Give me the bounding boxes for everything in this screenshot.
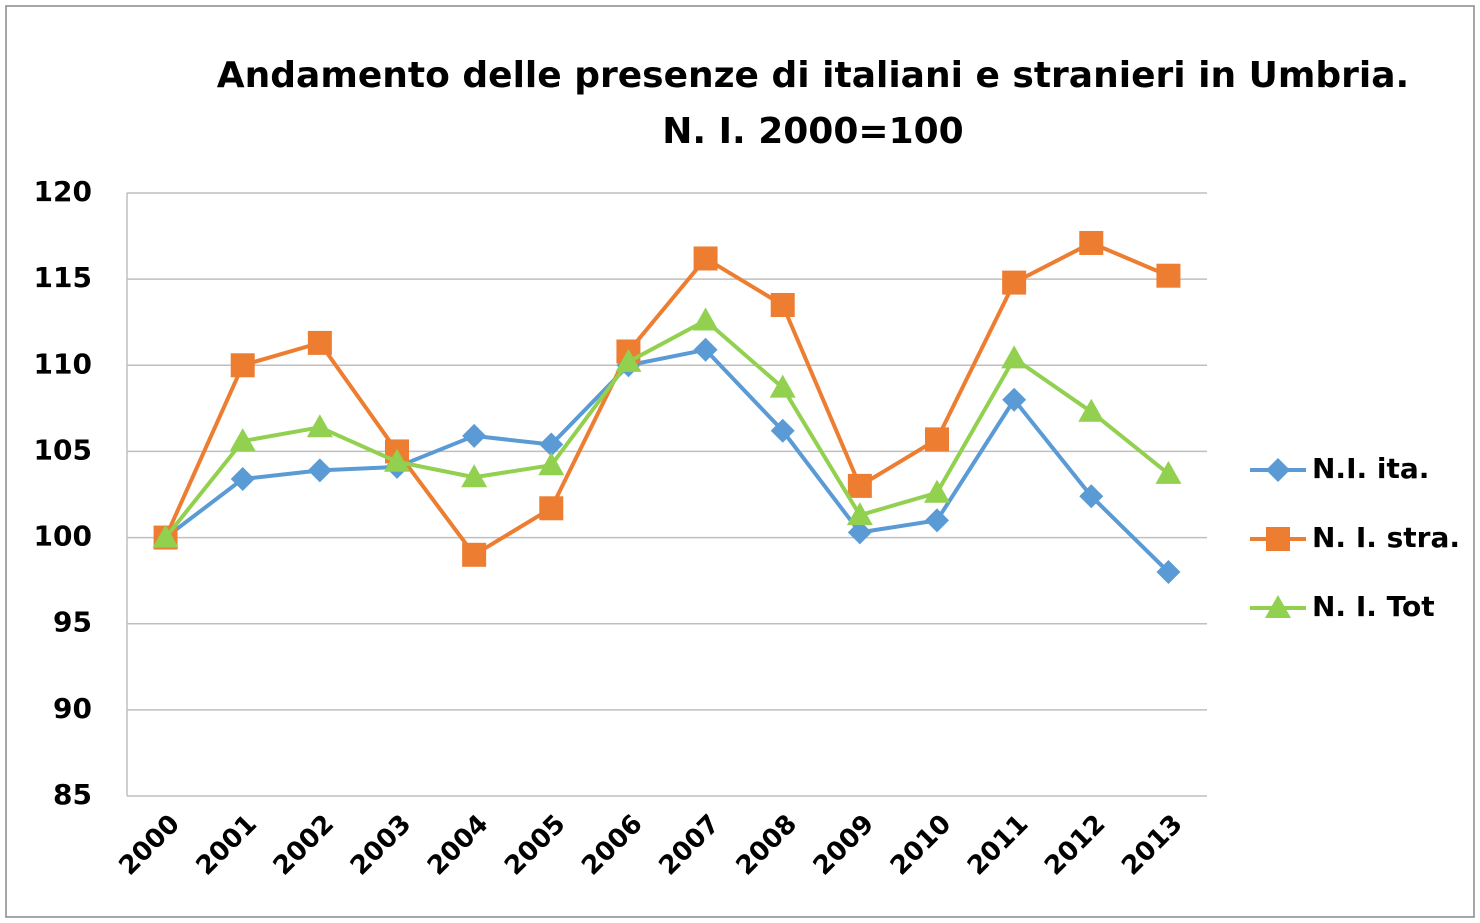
- y-tick-label: 115: [34, 261, 92, 294]
- marker: [692, 307, 719, 331]
- chart-title: Andamento delle presenze di italiani e s…: [216, 55, 1410, 152]
- marker: [1002, 387, 1027, 412]
- marker: [924, 479, 950, 503]
- chart-border: [5, 5, 1475, 918]
- marker: [229, 428, 256, 452]
- marker: [539, 432, 564, 457]
- marker: [693, 246, 718, 271]
- marker: [770, 418, 795, 443]
- x-tick-label: 2007: [653, 809, 725, 881]
- marker: [230, 466, 255, 491]
- marker: [846, 502, 873, 526]
- x-tick-label: 2002: [268, 809, 340, 881]
- marker: [1266, 527, 1290, 551]
- marker: [925, 427, 949, 452]
- marker: [1266, 458, 1290, 482]
- x-tick-label: 2003: [345, 809, 417, 881]
- x-tick-label: 2000: [113, 809, 185, 881]
- marker: [769, 374, 796, 398]
- y-tick-label: 110: [34, 347, 92, 380]
- y-tick-label: 120: [34, 175, 92, 208]
- marker: [1001, 345, 1028, 369]
- marker: [1156, 263, 1181, 288]
- y-tick-label: 90: [53, 692, 92, 725]
- legend-label: N. I. stra.: [1312, 521, 1460, 554]
- marker: [462, 542, 487, 567]
- x-tick-label: 2009: [808, 809, 880, 881]
- series-line: [164, 347, 1170, 574]
- series-line: [164, 318, 1170, 539]
- x-tick-label: 2006: [576, 809, 648, 881]
- marker: [847, 520, 872, 545]
- x-tick-label: 2013: [1116, 809, 1188, 881]
- marker: [615, 348, 642, 372]
- marker: [770, 292, 795, 317]
- marker: [152, 524, 179, 548]
- marker: [1155, 460, 1182, 484]
- y-tick-label: 85: [53, 778, 92, 811]
- marker: [307, 330, 332, 355]
- y-tick-label: 95: [53, 606, 92, 639]
- marker: [1078, 398, 1105, 422]
- x-tick-label: 2010: [885, 809, 957, 881]
- marker: [1002, 270, 1027, 295]
- marker: [384, 448, 410, 472]
- legend-label: N. I. Tot: [1312, 590, 1435, 623]
- marker: [925, 508, 949, 533]
- y-tick-label: 100: [34, 520, 92, 553]
- marker: [307, 458, 332, 483]
- marker: [538, 452, 565, 476]
- marker: [461, 464, 488, 488]
- marker: [1156, 560, 1181, 585]
- x-tick-label: 2001: [191, 809, 263, 881]
- marker: [693, 337, 718, 362]
- x-tick-label: 2005: [499, 809, 571, 881]
- x-tick-label: 2012: [1039, 809, 1111, 881]
- marker: [847, 473, 872, 498]
- marker: [462, 423, 487, 448]
- series-line: [163, 240, 1170, 557]
- marker: [1079, 484, 1104, 509]
- marker: [1265, 595, 1291, 618]
- marker: [1079, 230, 1104, 255]
- x-tick-label: 2004: [422, 809, 494, 881]
- y-tick-label: 105: [34, 433, 92, 466]
- x-tick-label: 2011: [962, 809, 1034, 881]
- marker: [306, 414, 333, 438]
- marker: [539, 496, 564, 521]
- legend-label: N.I. ita.: [1312, 452, 1429, 485]
- marker: [230, 353, 255, 378]
- x-tick-label: 2008: [731, 809, 803, 881]
